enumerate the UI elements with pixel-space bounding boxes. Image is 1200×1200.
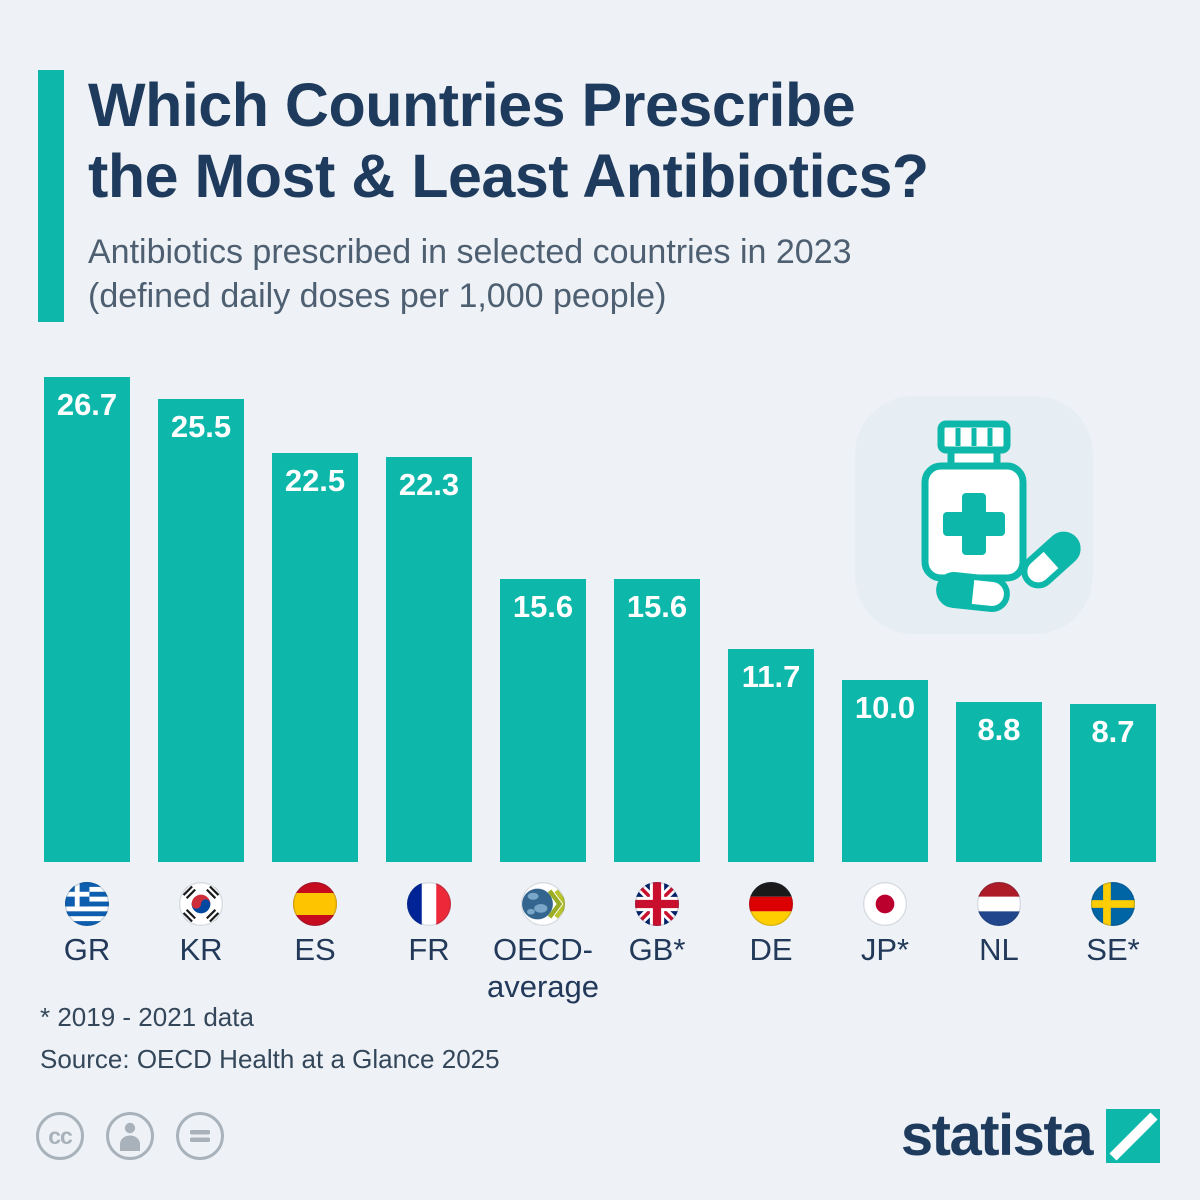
bar-area: 26.7 (44, 377, 130, 862)
flag-gr-icon (65, 882, 109, 926)
bar-column: 8.7 SE* (1070, 377, 1156, 1005)
bar-column: 15.6 GB* (614, 377, 700, 1005)
flag-kr-icon (179, 882, 223, 926)
bar-column: 15.6 OECD-average (487, 377, 599, 1005)
bar-column: 26.7 GR (44, 377, 130, 1005)
category-label: GR (63, 932, 111, 967)
bar-column: 22.5 ES (272, 377, 358, 1005)
bar-value-label: 25.5 (170, 409, 232, 444)
bar-GB*: 15.6 (614, 579, 700, 862)
bar-area: 11.7 (728, 377, 814, 862)
category-label: JP* (860, 932, 910, 967)
pill-bottle-icon (855, 396, 1093, 634)
bar-value-label: 8.7 (1091, 714, 1135, 749)
bar-chart: 26.7 GR 25.5 KR 22.5 ES 22.3 FR 15.6 OECD-average… (44, 377, 1156, 1005)
statista-logo: statista (901, 1102, 1160, 1169)
bar-value-label: 10.0 (854, 690, 916, 725)
subtitle-line-2: (defined daily doses per 1,000 people) (88, 277, 667, 316)
header: Which Countries Prescribe the Most & Lea… (38, 70, 929, 322)
title-accent-bar (38, 70, 64, 322)
bar-NL: 8.8 (956, 702, 1042, 862)
category-label: DE (749, 932, 793, 967)
subtitle-line-1: Antibiotics prescribed in selected count… (88, 232, 852, 271)
bar-value-label: 15.6 (512, 589, 574, 624)
bar-JP*: 10.0 (842, 680, 928, 862)
bar-value-label: 11.7 (741, 659, 801, 694)
cc-label: cc (48, 1122, 73, 1149)
category-label: GB* (628, 932, 686, 967)
flag-de-icon (749, 882, 793, 926)
bar-column: 22.3 FR (386, 377, 472, 1005)
bar-column: 8.8 NL (956, 377, 1042, 1005)
bar-GR: 26.7 (44, 377, 130, 862)
bar-value-label: 8.8 (977, 712, 1021, 747)
chart-subtitle: Antibiotics prescribed in selected count… (88, 230, 929, 320)
header-text: Which Countries Prescribe the Most & Lea… (88, 70, 929, 322)
category-label: SE* (1086, 932, 1140, 967)
category-label: KR (179, 932, 223, 967)
flag-nl-icon (977, 882, 1021, 926)
title-line-1: Which Countries Prescribe (88, 71, 856, 139)
attribution-person-icon (106, 1112, 154, 1160)
bar-area: 22.3 (386, 377, 472, 862)
flag-jp-icon (863, 882, 907, 926)
bar-area: 10.0 (842, 377, 928, 862)
category-label: NL (979, 932, 1019, 967)
bar-column: 25.5 KR (158, 377, 244, 1005)
bar-area: 22.5 (272, 377, 358, 862)
license-icons: cc (36, 1112, 224, 1160)
category-label: ES (294, 932, 336, 967)
flag-se-icon (1091, 882, 1135, 926)
flag-oecd-icon (521, 882, 565, 926)
bar-SE*: 8.7 (1070, 704, 1156, 862)
bar-value-label: 15.6 (626, 589, 688, 624)
flag-fr-icon (407, 882, 451, 926)
category-label: FR (408, 932, 450, 967)
bar-ES: 22.5 (272, 453, 358, 862)
source-line: Source: OECD Health at a Glance 2025 (40, 1044, 500, 1074)
equal-license-icon (176, 1112, 224, 1160)
bar-DE: 11.7 (728, 649, 814, 862)
footnote: * 2019 - 2021 data (40, 1002, 254, 1032)
bar-KR: 25.5 (158, 399, 244, 862)
flag-gb-icon (635, 882, 679, 926)
statista-wordmark: statista (900, 1103, 1094, 1168)
bar-OECD-average: 15.6 (500, 579, 586, 862)
category-label: OECD-average (486, 932, 600, 1004)
bar-area: 25.5 (158, 377, 244, 862)
bar-area: 15.6 (500, 377, 586, 862)
bar-value-label: 22.5 (284, 463, 346, 498)
bar-value-label: 22.3 (398, 467, 460, 502)
bar-area: 8.7 (1070, 377, 1156, 862)
bar-column: 11.7 DE (728, 377, 814, 1005)
bar-column: 10.0 JP* (842, 377, 928, 1005)
bar-area: 15.6 (614, 377, 700, 862)
bar-value-label: 26.7 (56, 387, 118, 422)
bar-FR: 22.3 (386, 457, 472, 862)
statista-logo-mark (1106, 1108, 1160, 1163)
page-title: Which Countries Prescribe the Most & Lea… (88, 70, 929, 212)
bar-area: 8.8 (956, 377, 1042, 862)
flag-es-icon (293, 882, 337, 926)
title-line-2: the Most & Least Antibiotics? (88, 141, 929, 210)
cc-license-icon: cc (36, 1112, 84, 1160)
